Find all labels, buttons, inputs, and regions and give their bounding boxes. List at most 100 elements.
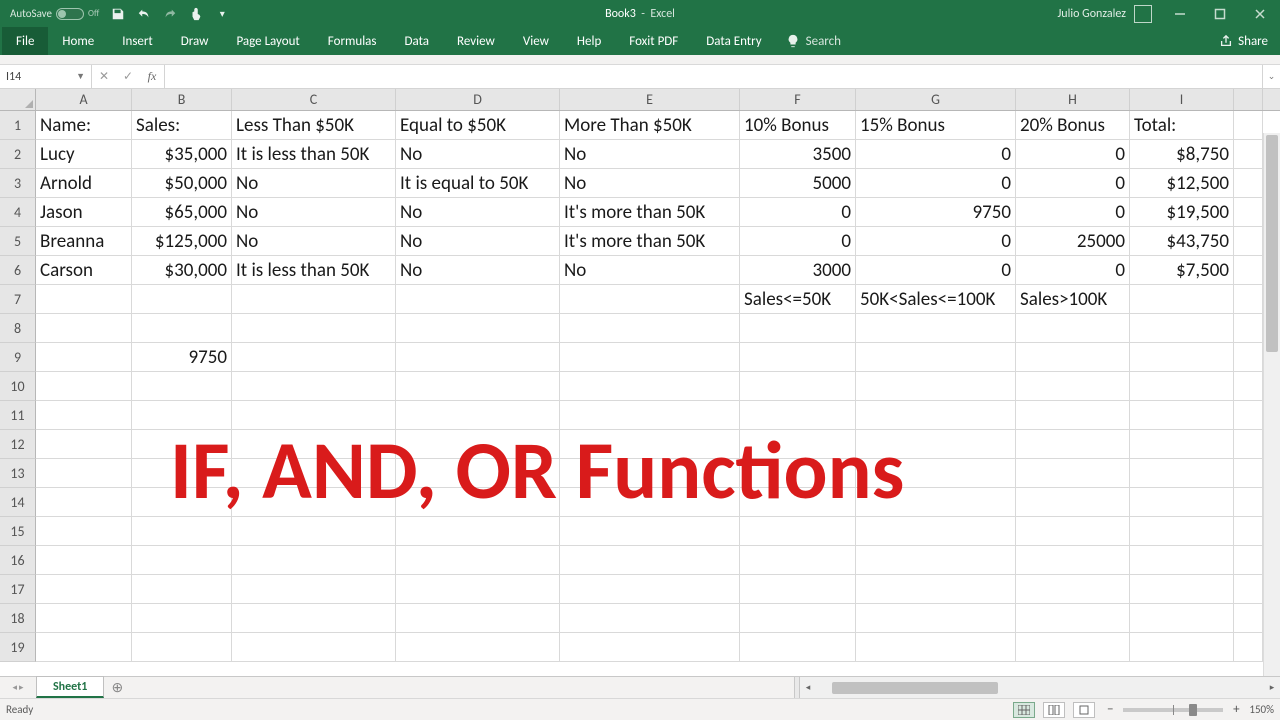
scroll-right-button[interactable]: ▸ (1264, 681, 1280, 695)
cell-D4[interactable]: No (396, 198, 560, 227)
cell-I7[interactable] (1130, 285, 1234, 314)
cell-D6[interactable]: No (396, 256, 560, 285)
close-button[interactable] (1240, 0, 1280, 27)
row-header-12[interactable]: 12 (0, 430, 36, 459)
cell-F19[interactable] (740, 633, 856, 662)
cell-B9[interactable]: 9750 (132, 343, 232, 372)
cell-G17[interactable] (856, 575, 1016, 604)
cell-H8[interactable] (1016, 314, 1130, 343)
row-header-3[interactable]: 3 (0, 169, 36, 198)
cell-A16[interactable] (36, 546, 132, 575)
cell-F11[interactable] (740, 401, 856, 430)
cell-B12[interactable] (132, 430, 232, 459)
cell-G5[interactable]: 0 (856, 227, 1016, 256)
redo-button[interactable] (159, 3, 181, 25)
cell-G16[interactable] (856, 546, 1016, 575)
column-header-G[interactable]: G (856, 89, 1016, 110)
cell-A6[interactable]: Carson (36, 256, 132, 285)
formula-input[interactable] (165, 65, 1262, 88)
cell-E1[interactable]: More Than $50K (560, 111, 740, 140)
cell-D16[interactable] (396, 546, 560, 575)
cell-E7[interactable] (560, 285, 740, 314)
cell-H3[interactable]: 0 (1016, 169, 1130, 198)
tab-view[interactable]: View (509, 27, 563, 55)
cell-C9[interactable] (232, 343, 396, 372)
share-button[interactable]: Share (1207, 34, 1280, 49)
cell-D10[interactable] (396, 372, 560, 401)
cell-E15[interactable] (560, 517, 740, 546)
cell-I19[interactable] (1130, 633, 1234, 662)
row-header-7[interactable]: 7 (0, 285, 36, 314)
column-header-D[interactable]: D (396, 89, 560, 110)
cell-B4[interactable]: $65,000 (132, 198, 232, 227)
row-header-15[interactable]: 15 (0, 517, 36, 546)
select-all-corner[interactable] (0, 89, 36, 110)
formula-expand-button[interactable]: ⌄ (1262, 65, 1280, 88)
cell-I5[interactable]: $43,750 (1130, 227, 1234, 256)
sheet-tab-sheet1[interactable]: Sheet1 (36, 676, 104, 698)
cell-I11[interactable] (1130, 401, 1234, 430)
tab-page-layout[interactable]: Page Layout (222, 27, 313, 55)
row-header-4[interactable]: 4 (0, 198, 36, 227)
cell-I6[interactable]: $7,500 (1130, 256, 1234, 285)
horizontal-scrollbar[interactable]: ◂ ▸ (800, 677, 1280, 698)
cell-H2[interactable]: 0 (1016, 140, 1130, 169)
cancel-formula-button[interactable]: ✕ (92, 69, 116, 84)
column-header-E[interactable]: E (560, 89, 740, 110)
cell-D12[interactable] (396, 430, 560, 459)
cell-G13[interactable] (856, 459, 1016, 488)
cell-H6[interactable]: 0 (1016, 256, 1130, 285)
cell-B7[interactable] (132, 285, 232, 314)
cell-A2[interactable]: Lucy (36, 140, 132, 169)
cell-E12[interactable] (560, 430, 740, 459)
cell-A4[interactable]: Jason (36, 198, 132, 227)
tab-help[interactable]: Help (563, 27, 615, 55)
cell-C8[interactable] (232, 314, 396, 343)
cell-F7[interactable]: Sales<=50K (740, 285, 856, 314)
tab-home[interactable]: Home (48, 27, 108, 55)
cell-G18[interactable] (856, 604, 1016, 633)
tab-data[interactable]: Data (391, 27, 444, 55)
undo-button[interactable] (133, 3, 155, 25)
cell-H10[interactable] (1016, 372, 1130, 401)
vertical-scrollbar[interactable] (1263, 133, 1280, 676)
cell-B1[interactable]: Sales: (132, 111, 232, 140)
cell-H5[interactable]: 25000 (1016, 227, 1130, 256)
tab-file[interactable]: File (2, 27, 48, 55)
cell-B16[interactable] (132, 546, 232, 575)
cell-G14[interactable] (856, 488, 1016, 517)
row-header-16[interactable]: 16 (0, 546, 36, 575)
cell-D19[interactable] (396, 633, 560, 662)
hscroll-thumb[interactable] (832, 682, 998, 694)
cell-F4[interactable]: 0 (740, 198, 856, 227)
cell-I1[interactable]: Total: (1130, 111, 1234, 140)
cell-F6[interactable]: 3000 (740, 256, 856, 285)
cell-F17[interactable] (740, 575, 856, 604)
cell-B2[interactable]: $35,000 (132, 140, 232, 169)
cell-B13[interactable] (132, 459, 232, 488)
cell-E11[interactable] (560, 401, 740, 430)
cell-D15[interactable] (396, 517, 560, 546)
cell-B5[interactable]: $125,000 (132, 227, 232, 256)
maximize-button[interactable] (1200, 0, 1240, 27)
cell-A10[interactable] (36, 372, 132, 401)
cell-A9[interactable] (36, 343, 132, 372)
sheet-nav-buttons[interactable]: ◂▸ (0, 677, 36, 698)
cell-E8[interactable] (560, 314, 740, 343)
cell-B15[interactable] (132, 517, 232, 546)
cell-C11[interactable] (232, 401, 396, 430)
cell-F3[interactable]: 5000 (740, 169, 856, 198)
cell-D9[interactable] (396, 343, 560, 372)
cell-G6[interactable]: 0 (856, 256, 1016, 285)
cell-F13[interactable] (740, 459, 856, 488)
cell-C5[interactable]: No (232, 227, 396, 256)
zoom-slider[interactable] (1123, 708, 1223, 712)
cell-E17[interactable] (560, 575, 740, 604)
cell-I8[interactable] (1130, 314, 1234, 343)
cell-D17[interactable] (396, 575, 560, 604)
cell-H12[interactable] (1016, 430, 1130, 459)
cell-A17[interactable] (36, 575, 132, 604)
tab-review[interactable]: Review (443, 27, 509, 55)
row-header-17[interactable]: 17 (0, 575, 36, 604)
row-header-5[interactable]: 5 (0, 227, 36, 256)
